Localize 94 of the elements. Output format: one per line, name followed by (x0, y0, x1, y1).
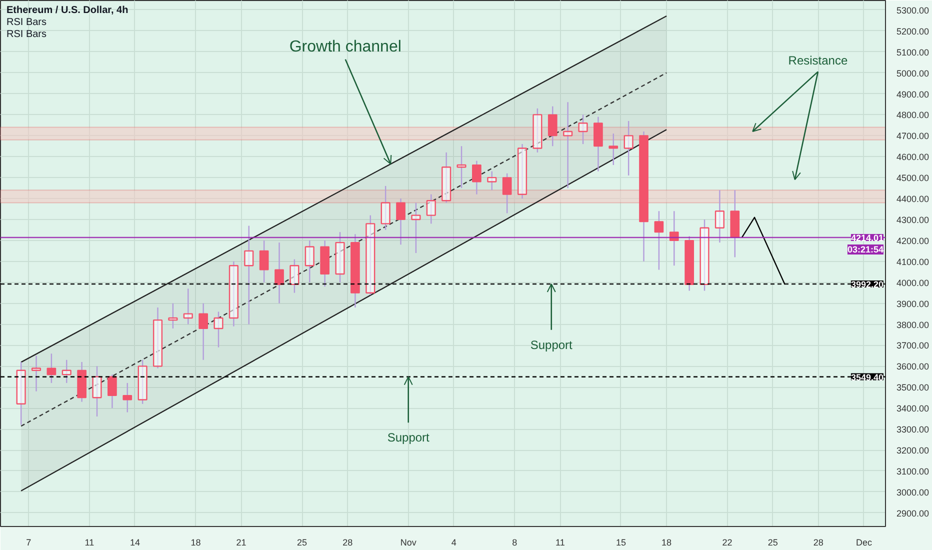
annotation: Support (530, 338, 574, 352)
y-tick-label: 4800.00 (896, 110, 930, 120)
x-tick-label: 18 (662, 538, 672, 548)
text: Ethereum / U.S. Dollar, 4h (6, 5, 128, 16)
y-tick-label: 3200.00 (896, 446, 930, 456)
x-tick-label: 28 (813, 538, 824, 548)
candlestick (168, 302, 178, 330)
x-tick-label: Dec (856, 538, 872, 548)
candlestick (108, 374, 117, 409)
y-tick-label: 3000.00 (896, 487, 930, 498)
x-tick-label: 18 (190, 538, 201, 548)
y-tick-label: 4100.00 (896, 256, 930, 267)
y-tick-label: 3900.00 (896, 298, 930, 309)
candlestick (442, 152, 452, 204)
x-tick-label: 22 (722, 538, 732, 548)
x-tick-label: 25 (297, 538, 308, 548)
candlestick (487, 170, 497, 191)
candlestick (654, 210, 664, 270)
candlestick (608, 132, 618, 166)
y-tick-label: 4200.00 (896, 236, 930, 246)
candlestick (517, 143, 528, 200)
candlestick (259, 240, 269, 283)
y-tick-label: 2900.00 (896, 508, 930, 518)
y-tick-label: 4600.00 (896, 152, 930, 162)
y-tick-label: 3400.00 (896, 404, 930, 414)
y-tick-label: 3100.00 (896, 466, 930, 476)
x-tick-label: 7 (26, 538, 32, 548)
candlestick (31, 355, 42, 392)
y-tick-label: 3600.00 (896, 362, 930, 372)
candlestick (16, 361, 26, 426)
candlestick (578, 114, 588, 145)
annotation: Growth channel (289, 38, 402, 56)
candlestick (411, 202, 421, 254)
y-tick-label: 3800.00 (896, 320, 930, 330)
x-tick-label: 15 (616, 538, 626, 548)
ref-line-label: 3992.20 (850, 279, 884, 290)
candlestick (304, 240, 314, 283)
candlestick (456, 146, 466, 189)
candlestick (92, 366, 102, 418)
y-tick-label: 3500.00 (896, 382, 930, 393)
annotation: RSI Bars (6, 17, 47, 28)
candlestick (396, 198, 406, 246)
candlestick (502, 172, 512, 214)
candlestick (714, 190, 724, 244)
x-tick-label: 11 (556, 538, 565, 548)
ref-line-label: 3549.40 (850, 372, 884, 382)
x-tick-label: 28 (342, 538, 353, 548)
x-tick-label: 8 (512, 538, 518, 548)
y-tick-label: 4300.00 (896, 214, 930, 225)
candlestick (426, 194, 436, 224)
annotation: RSI Bars (6, 29, 47, 40)
candlestick (669, 210, 679, 266)
candlestick (532, 108, 542, 154)
candlestick (548, 106, 558, 147)
x-tick-label: Nov (400, 538, 417, 548)
annotation: Resistance (788, 54, 848, 68)
y-tick-label: 3300.00 (896, 424, 930, 435)
x-tick-label: 11 (84, 538, 94, 548)
y-tick-label: 4000.00 (896, 278, 930, 288)
candlestick (594, 116, 603, 172)
y-tick-label: 3700.00 (896, 340, 930, 351)
x-tick-label: 21 (236, 538, 246, 548)
candlestick (380, 185, 390, 231)
candlestick (122, 382, 132, 413)
candlestick (62, 359, 72, 384)
candlestick (152, 306, 163, 369)
candlestick (214, 311, 224, 348)
candlestick (472, 160, 482, 195)
candlestick (46, 353, 56, 384)
y-tick-label: 5100.00 (896, 47, 930, 58)
x-tick-label: 14 (130, 538, 140, 548)
candlestick (138, 359, 148, 405)
y-tick-label: 4500.00 (896, 173, 930, 184)
candlestick (198, 302, 208, 360)
ref-line-label: 4214.01 03:21:54 (847, 233, 884, 255)
candlestick (700, 218, 710, 292)
candlestick (183, 288, 193, 325)
y-tick-label: 4400.00 (896, 194, 930, 204)
candlestick (563, 102, 573, 189)
candlestick (274, 242, 284, 304)
y-tick-label: 4700.00 (896, 131, 930, 142)
candlestick (624, 120, 634, 176)
y-tick-label: 5000.00 (896, 68, 930, 78)
y-tick-label: 5200.00 (896, 26, 930, 36)
candlestick (290, 258, 300, 294)
candlestick (366, 214, 376, 296)
x-tick-label: 4 (451, 538, 456, 548)
candlestick (228, 260, 238, 327)
y-tick-label: 4900.00 (896, 89, 930, 100)
candlestick (335, 231, 345, 283)
x-tick-label: 25 (768, 538, 778, 548)
candlestick (244, 225, 254, 325)
y-tick-label: 5300.00 (896, 5, 930, 16)
annotation: Support (387, 430, 430, 445)
